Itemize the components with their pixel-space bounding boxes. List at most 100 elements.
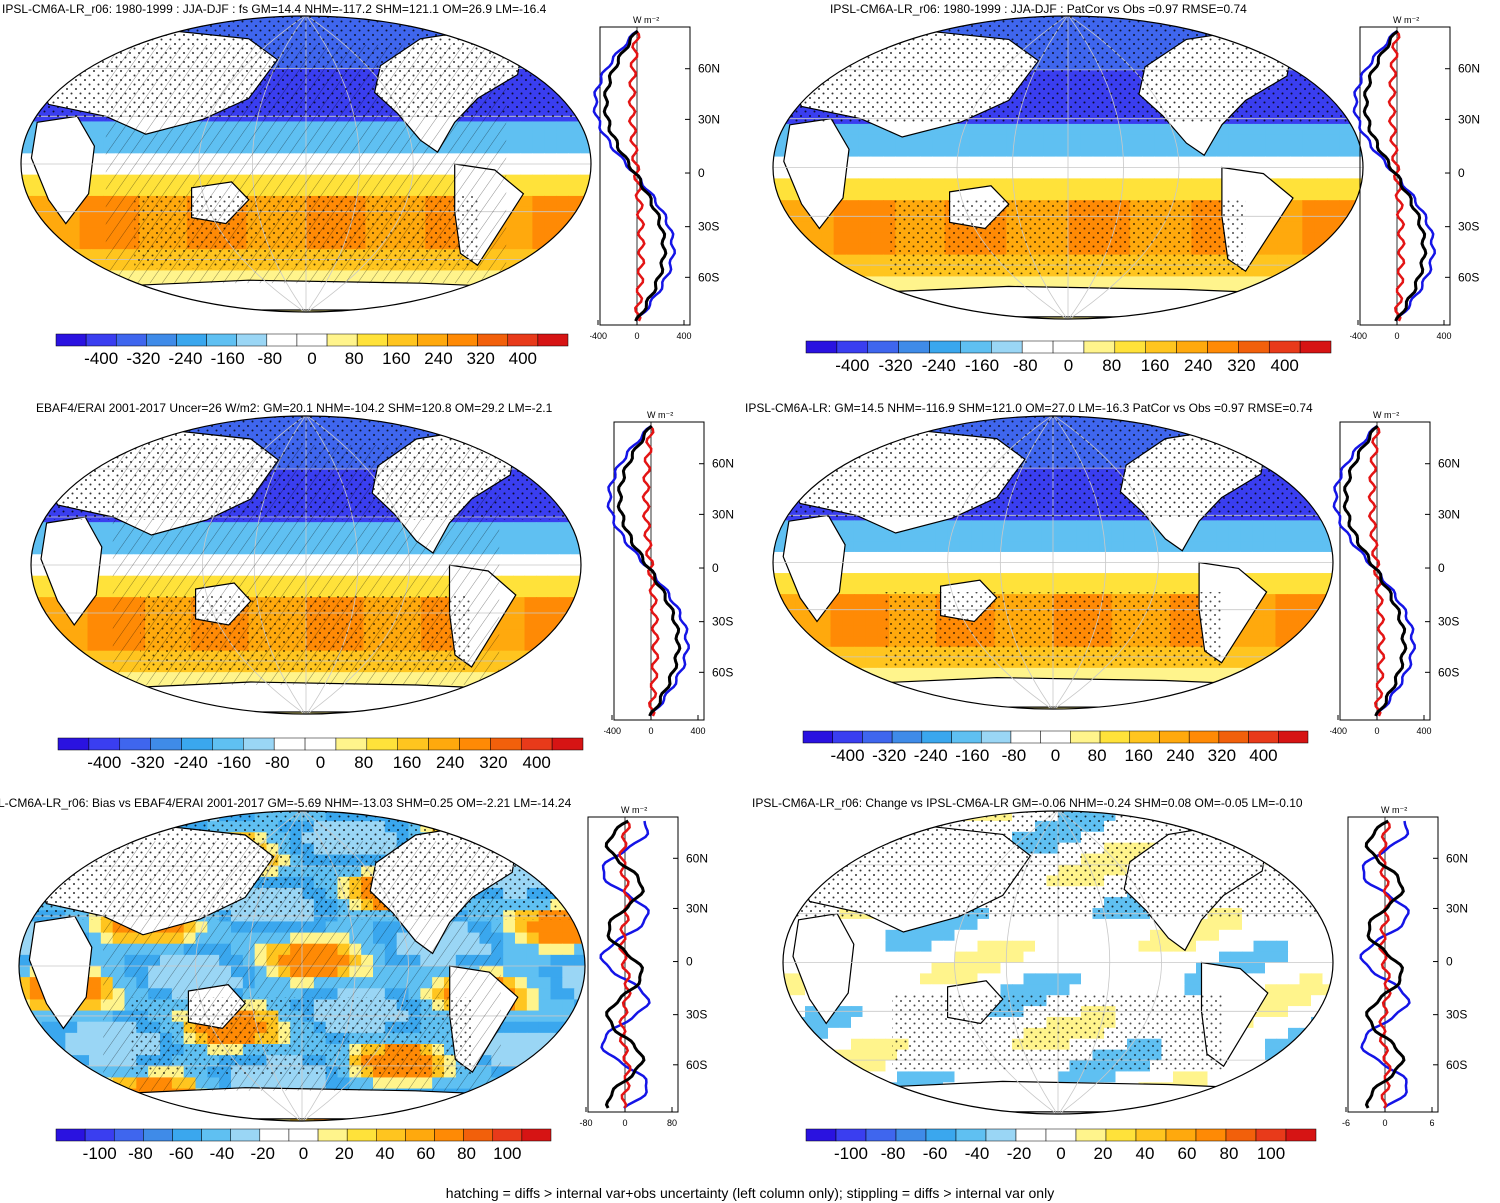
x-tick-label: 0 [1374, 726, 1379, 736]
colorbar-swatch [805, 1128, 837, 1142]
world-map [772, 15, 1364, 320]
colorbar-tick-label: -400 [835, 356, 870, 375]
colorbar: -400 -320 -240 -160 -80 0 80 160 240 320 400 [57, 737, 584, 772]
colorbar-tick-label: 0 [307, 349, 317, 368]
world-map [782, 810, 1334, 1115]
zonal-mean-profile: W m⁻² 60N 30N 0 30S 60S -400 0 400 [603, 400, 734, 753]
colorbar-swatch [434, 1128, 464, 1142]
panel-1: IPSL-CM6A-LR_r06: 1980-1999 : JJA-DJF : … [0, 0, 740, 380]
colorbar: -400 -320 -240 -160 -80 0 80 160 240 320 400 [55, 333, 569, 368]
x-tick-label: 0 [648, 726, 653, 736]
colorbar-swatch [836, 340, 869, 354]
colorbar-swatch [832, 730, 863, 744]
colorbar-swatch [1165, 1128, 1197, 1142]
profile-line [618, 820, 633, 1109]
colorbar-tick-label: 160 [392, 753, 422, 772]
x-tick-label: -400 [604, 726, 621, 736]
colorbar: -400 -320 -240 -160 -80 0 80 160 240 320 400 [802, 730, 1309, 765]
colorbar-tick-label: -20 [1006, 1144, 1032, 1163]
colorbar-swatch [1075, 1128, 1107, 1142]
colorbar-swatch [925, 1128, 957, 1142]
x-tick-label: 80 [667, 1118, 677, 1128]
colorbar-swatch [1218, 730, 1249, 744]
colorbar-swatch [1248, 730, 1279, 744]
profile-unit: W m⁻² [1393, 15, 1419, 25]
colorbar-swatch [1225, 1128, 1257, 1142]
colorbar-swatch [143, 1128, 173, 1142]
colorbar-tick-label: 320 [479, 753, 508, 772]
colorbar-swatch [55, 333, 87, 347]
panel-title: IPSL-CM6A-LR_r06: Change vs IPSL-CM6A-LR… [752, 796, 1303, 810]
colorbar-swatch [991, 340, 1023, 354]
lat-tick-label: 30N [1438, 507, 1460, 521]
colorbar-swatch [1207, 340, 1239, 354]
colorbar-tick-label: 400 [1270, 356, 1299, 375]
colorbar-swatch [1145, 340, 1177, 354]
colorbar-tick-label: -80 [880, 1144, 906, 1163]
lat-tick-label: 0 [1458, 166, 1465, 180]
zonal-mean-profile: W m⁻² 60N 30N 0 30S 60S -400 0 400 [1329, 400, 1460, 753]
colorbar-swatch [304, 737, 337, 751]
colorbar-tick-label: -80 [1001, 746, 1027, 765]
colorbar-swatch [181, 737, 213, 751]
profile-line [604, 819, 646, 1109]
colorbar-tick-label: 60 [1177, 1144, 1197, 1163]
x-tick-label: -400 [590, 331, 607, 341]
lat-tick-label: 30N [1458, 112, 1480, 126]
colorbar-tick-label: -40 [964, 1144, 990, 1163]
x-tick-label: 0 [634, 331, 639, 341]
colorbar-swatch [805, 340, 838, 354]
colorbar-tick-label: -160 [210, 349, 245, 368]
colorbar-swatch [551, 737, 584, 751]
lat-tick-label: 30S [712, 615, 733, 629]
colorbar-swatch [1021, 340, 1054, 354]
colorbar-swatch [1052, 340, 1085, 354]
colorbar-swatch [84, 1128, 115, 1142]
colorbar-tick-label: 0 [1050, 746, 1061, 765]
colorbar-swatch [1015, 1128, 1047, 1142]
colorbar-tick-label: -400 [830, 746, 865, 765]
colorbar-tick-label: 0 [1063, 356, 1074, 375]
colorbar-tick-label: 100 [493, 1144, 522, 1163]
panel-title: IPSL-CM6A-LR_r06: 1980-1999 : JJA-DJF : … [830, 2, 1247, 16]
colorbar-tick-label: 240 [424, 349, 453, 368]
colorbar-swatch [891, 730, 923, 744]
x-tick-label: 0 [1382, 1118, 1387, 1128]
colorbar-swatch [490, 737, 522, 751]
colorbar-swatch [477, 333, 509, 347]
colorbar-tick-label: -240 [173, 753, 208, 772]
colorbar-tick-label: -400 [87, 753, 122, 772]
lat-tick-label: 60N [1458, 62, 1480, 76]
lat-tick-label: 0 [712, 561, 719, 575]
colorbar-tick-label: 80 [354, 753, 374, 772]
lat-tick-label: 60N [698, 62, 720, 76]
colorbar-swatch [1083, 340, 1116, 354]
profile-unit: W m⁻² [1373, 410, 1399, 420]
panel-title: L-CM6A-LR_r06: Bias vs EBAF4/ERAI 2001-2… [0, 796, 572, 810]
colorbar-swatch [929, 340, 961, 354]
profile-unit: W m⁻² [633, 15, 659, 25]
colorbar-tick-label: -320 [872, 746, 907, 765]
colorbar-swatch [1135, 1128, 1167, 1142]
profile-line [1387, 30, 1406, 322]
colorbar-swatch [259, 1128, 290, 1142]
colorbar-swatch [1040, 730, 1071, 744]
colorbar-swatch [1255, 1128, 1287, 1142]
colorbar-swatch [1195, 1128, 1227, 1142]
x-tick-label: 6 [1429, 1118, 1434, 1128]
profile-line [1364, 819, 1406, 1109]
lat-tick-label: 0 [698, 166, 705, 180]
colorbar-swatch [206, 333, 237, 347]
lat-tick-label: 60S [712, 665, 733, 679]
lat-tick-label: 30S [1446, 1008, 1467, 1022]
colorbar-tick-label: -100 [82, 1144, 117, 1163]
lat-tick-label: 60S [1438, 665, 1459, 679]
world-map [20, 15, 592, 313]
colorbar-tick-label: -320 [878, 356, 913, 375]
colorbar-swatch [417, 333, 448, 347]
colorbar-tick-label: 40 [1135, 1144, 1155, 1163]
panel-title: EBAF4/ERAI 2001-2017 Uncer=26 W/m2: GM=2… [36, 401, 553, 415]
colorbar-swatch [1268, 340, 1301, 354]
colorbar-swatch [955, 1128, 987, 1142]
lat-tick-label: 60N [686, 851, 708, 865]
